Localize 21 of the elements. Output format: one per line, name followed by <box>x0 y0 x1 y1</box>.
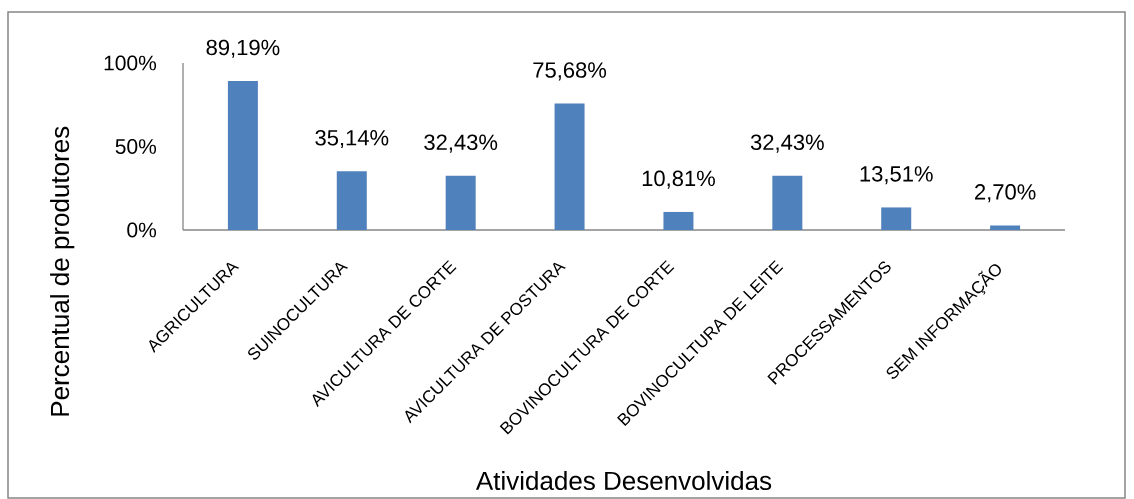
y-tick-label: 100% <box>104 55 157 71</box>
bar <box>990 225 1021 230</box>
bar <box>772 175 803 230</box>
y-tick-label: 50% <box>115 139 157 154</box>
data-label: 2,70% <box>975 184 1036 203</box>
y-axis-title: Percentual de produtores <box>50 126 75 416</box>
data-label: 13,51% <box>860 166 933 185</box>
data-label: 32,43% <box>424 134 498 153</box>
data-label: 35,14% <box>315 129 389 149</box>
bar <box>445 175 476 230</box>
bar <box>554 103 585 230</box>
bar <box>663 211 694 230</box>
bar <box>336 171 367 230</box>
data-label: 32,43% <box>750 134 824 153</box>
data-label: 89,19% <box>206 39 280 58</box>
x-axis-title: Atividades Desenvolvidas <box>475 470 772 491</box>
y-tick-label: 0% <box>127 222 157 238</box>
data-label: 75,68% <box>533 62 607 81</box>
bar <box>227 81 258 230</box>
data-label: 10,81% <box>642 170 715 189</box>
bar <box>881 207 912 230</box>
